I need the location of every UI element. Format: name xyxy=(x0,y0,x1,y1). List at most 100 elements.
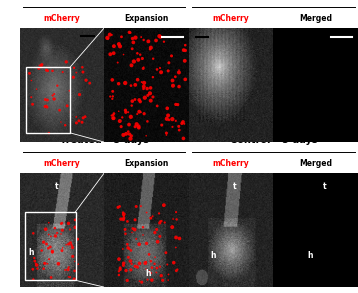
Point xyxy=(164,133,169,137)
Point xyxy=(111,113,116,117)
Point xyxy=(136,124,141,129)
Point xyxy=(181,48,187,52)
Point xyxy=(163,250,169,255)
Text: mCherry: mCherry xyxy=(44,14,80,23)
Point xyxy=(142,261,148,265)
Point xyxy=(121,52,126,57)
Point xyxy=(173,118,179,123)
Point xyxy=(36,66,42,71)
Point xyxy=(129,262,135,266)
Point xyxy=(132,264,138,269)
Point xyxy=(135,265,141,270)
Point xyxy=(155,239,160,244)
Point xyxy=(137,52,143,57)
Bar xyxy=(26,67,71,133)
Point xyxy=(67,88,72,93)
Point xyxy=(117,119,123,123)
Point xyxy=(125,110,131,115)
Point xyxy=(129,230,135,235)
Point xyxy=(165,113,171,118)
Point xyxy=(116,272,122,277)
Point xyxy=(128,248,134,253)
Point xyxy=(173,210,179,214)
Point xyxy=(166,60,172,65)
Point xyxy=(182,122,187,126)
Point xyxy=(42,104,48,109)
Point xyxy=(59,248,65,253)
Point xyxy=(45,246,51,251)
Point xyxy=(67,227,73,232)
Point xyxy=(175,267,180,272)
Point xyxy=(157,234,163,239)
Point xyxy=(122,81,128,85)
Point xyxy=(120,210,126,215)
Point xyxy=(159,123,165,127)
Point xyxy=(71,75,76,80)
Point xyxy=(110,78,115,82)
Point xyxy=(129,134,134,138)
Point xyxy=(43,103,49,108)
Point xyxy=(71,65,77,70)
Point xyxy=(58,221,64,226)
Point xyxy=(132,97,138,102)
Point xyxy=(125,242,130,247)
Point xyxy=(116,81,121,86)
Point xyxy=(66,265,72,270)
Point xyxy=(141,38,146,42)
Point xyxy=(68,241,73,245)
Point xyxy=(127,30,133,35)
Point xyxy=(129,103,135,108)
Point xyxy=(126,30,132,35)
Text: Control – 5 days: Control – 5 days xyxy=(230,134,317,144)
Point xyxy=(174,217,179,222)
Point xyxy=(158,273,164,278)
Point xyxy=(148,259,154,263)
Point xyxy=(77,92,82,97)
Point xyxy=(44,98,50,102)
Point xyxy=(175,102,181,107)
Point xyxy=(164,131,169,135)
Point xyxy=(48,275,54,280)
Point xyxy=(32,259,38,263)
Point xyxy=(80,115,86,120)
Point xyxy=(37,63,42,68)
Point xyxy=(164,117,170,121)
Point xyxy=(135,51,140,56)
Point xyxy=(59,228,65,233)
Point xyxy=(110,116,116,121)
Point xyxy=(157,264,163,269)
Point xyxy=(44,261,50,266)
Point xyxy=(43,227,49,231)
Point xyxy=(73,70,79,75)
Point xyxy=(170,78,175,83)
Point xyxy=(59,221,65,226)
Point xyxy=(173,74,178,79)
Point xyxy=(127,136,133,141)
Point xyxy=(137,99,143,104)
Point xyxy=(154,104,160,108)
Point xyxy=(62,123,68,127)
Point xyxy=(131,59,137,64)
Point xyxy=(53,234,58,238)
Point xyxy=(130,99,135,103)
Point xyxy=(62,268,68,272)
Point xyxy=(111,111,117,116)
Point xyxy=(121,216,127,220)
Point xyxy=(136,109,142,114)
Point xyxy=(132,83,138,87)
Point xyxy=(135,77,140,82)
Point xyxy=(51,97,57,101)
Point xyxy=(109,33,115,37)
Point xyxy=(164,106,170,111)
Point xyxy=(145,39,151,44)
Point xyxy=(176,236,182,241)
Point xyxy=(34,263,40,268)
Point xyxy=(126,246,132,251)
Point xyxy=(147,268,153,273)
Point xyxy=(132,125,138,129)
Point xyxy=(182,59,188,63)
Point xyxy=(144,241,149,246)
Point xyxy=(134,236,139,241)
Point xyxy=(105,35,110,40)
Text: h: h xyxy=(145,269,150,278)
